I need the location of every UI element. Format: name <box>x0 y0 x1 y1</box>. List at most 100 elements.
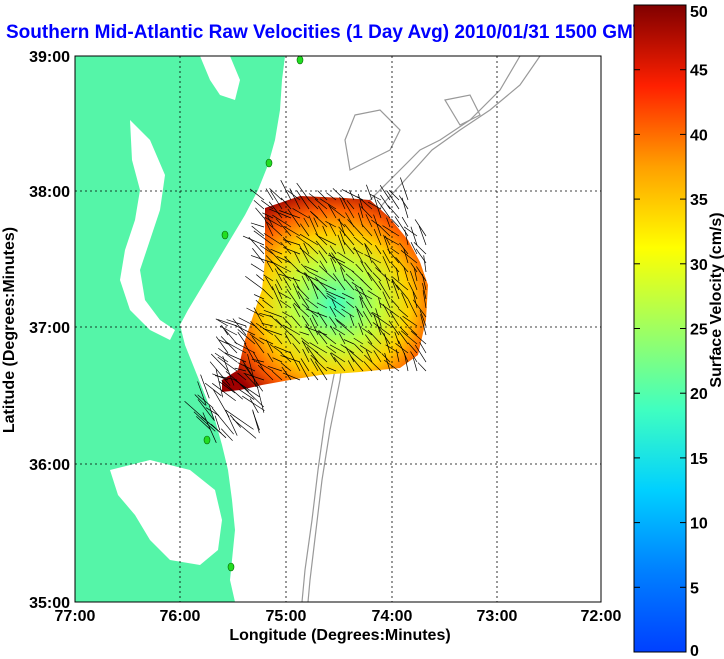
velocity-vector <box>287 208 301 228</box>
velocity-vector <box>317 205 328 219</box>
velocity-vector <box>212 407 234 435</box>
y-axis: 39:00 38:00 37:00 36:00 35:00 Latitude (… <box>1 49 70 612</box>
velocity-vector <box>382 256 391 273</box>
velocity-vector <box>265 276 274 291</box>
velocity-vector <box>384 352 391 372</box>
velocity-vector <box>265 188 274 201</box>
velocity-vector <box>255 299 265 309</box>
velocity-vector <box>271 286 283 309</box>
velocity-vector <box>341 292 355 300</box>
velocity-vector <box>271 370 283 381</box>
velocity-vector <box>337 234 346 255</box>
velocity-vector <box>222 355 235 386</box>
velocity-vector <box>322 225 328 237</box>
colorbar: 0 5 10 15 20 25 30 35 40 45 50 Surface Velocity (c… <box>633 4 724 659</box>
velocity-vector <box>397 308 409 318</box>
velocity-vector <box>293 302 310 318</box>
velocity-vector <box>292 208 310 219</box>
velocity-vector <box>275 318 292 336</box>
velocity-vector <box>399 326 409 336</box>
velocity-vector <box>200 374 210 399</box>
velocity-vector <box>338 261 355 273</box>
velocity-vector <box>371 260 382 273</box>
velocity-vector <box>303 217 310 228</box>
x-tick-label: 74:00 <box>372 608 413 625</box>
velocity-vector <box>304 265 319 273</box>
velocity-vector <box>375 308 382 327</box>
velocity-vector <box>337 251 355 264</box>
velocity-vector <box>354 305 364 318</box>
velocity-vector <box>360 260 373 282</box>
velocity-vector <box>400 177 409 201</box>
velocity-vector <box>325 290 346 300</box>
velocity-vector <box>184 401 206 420</box>
velocity-vector <box>269 188 283 201</box>
velocity-vector <box>217 319 238 327</box>
velocity-vector <box>296 286 310 300</box>
velocity-vector <box>259 245 274 255</box>
velocity-vector <box>349 350 364 363</box>
velocity-vector <box>416 266 427 282</box>
velocity-vector <box>410 226 418 246</box>
velocity-vector <box>300 263 310 273</box>
velocity-vector <box>317 311 328 327</box>
velocity-vector <box>299 247 319 264</box>
velocity-vector <box>243 372 265 381</box>
velocity-vector <box>309 342 328 354</box>
velocity-vector <box>373 350 382 363</box>
velocity-vector <box>292 304 301 318</box>
velocity-vector <box>208 405 215 422</box>
velocity-vector <box>215 318 229 327</box>
colorbar-tick-label: 0 <box>690 643 699 659</box>
bay-water <box>120 120 175 340</box>
velocity-vector <box>357 193 364 210</box>
velocity-vector <box>237 329 256 345</box>
y-tick-label: 38:00 <box>29 184 70 201</box>
colorbar-tick-label: 40 <box>690 127 708 144</box>
velocity-vector <box>201 416 222 434</box>
velocity-vector <box>414 219 427 237</box>
velocity-vector <box>359 345 373 354</box>
velocity-vector <box>237 331 247 345</box>
velocity-vector <box>349 190 355 201</box>
velocity-vector <box>280 355 301 363</box>
colorbar-tick-label: 30 <box>690 257 708 274</box>
velocity-vector <box>353 343 364 354</box>
velocity-vector <box>354 285 364 300</box>
velocity-vector <box>337 218 346 228</box>
velocity-vector <box>402 315 418 327</box>
velocity-vector <box>276 255 292 264</box>
velocity-vector <box>338 226 355 246</box>
velocity-vector <box>331 298 337 309</box>
velocity-vector <box>255 207 265 219</box>
velocity-vector <box>219 325 238 336</box>
velocity-vector <box>234 325 256 336</box>
velocity-vector <box>237 372 247 381</box>
velocity-vector <box>395 267 400 282</box>
velocity-vector <box>251 336 265 354</box>
velocity-vector <box>412 357 418 372</box>
velocity-vector <box>282 372 301 381</box>
velocity-vector <box>414 344 427 363</box>
velocity-vector <box>398 331 409 345</box>
x-tick-label: 72:00 <box>581 608 622 625</box>
velocity-vector <box>255 381 265 413</box>
velocity-vector <box>308 271 328 282</box>
velocity-vector <box>266 339 274 354</box>
velocity-vector <box>403 248 409 264</box>
velocity-vector <box>338 333 346 345</box>
velocity-vector <box>364 262 373 273</box>
velocity-vector <box>394 216 409 237</box>
velocity-vector <box>263 310 283 318</box>
velocity-vector <box>350 356 364 372</box>
velocity-vector <box>300 337 310 345</box>
velocity-vector <box>367 329 382 345</box>
velocity-vector <box>326 192 337 201</box>
velocity-vector <box>407 299 418 318</box>
velocity-vector <box>311 371 319 381</box>
velocity-vector <box>314 361 328 381</box>
velocity-vector <box>413 241 427 255</box>
velocity-vector <box>391 218 400 228</box>
velocity-vector <box>313 217 319 228</box>
velocity-vector <box>340 344 355 354</box>
